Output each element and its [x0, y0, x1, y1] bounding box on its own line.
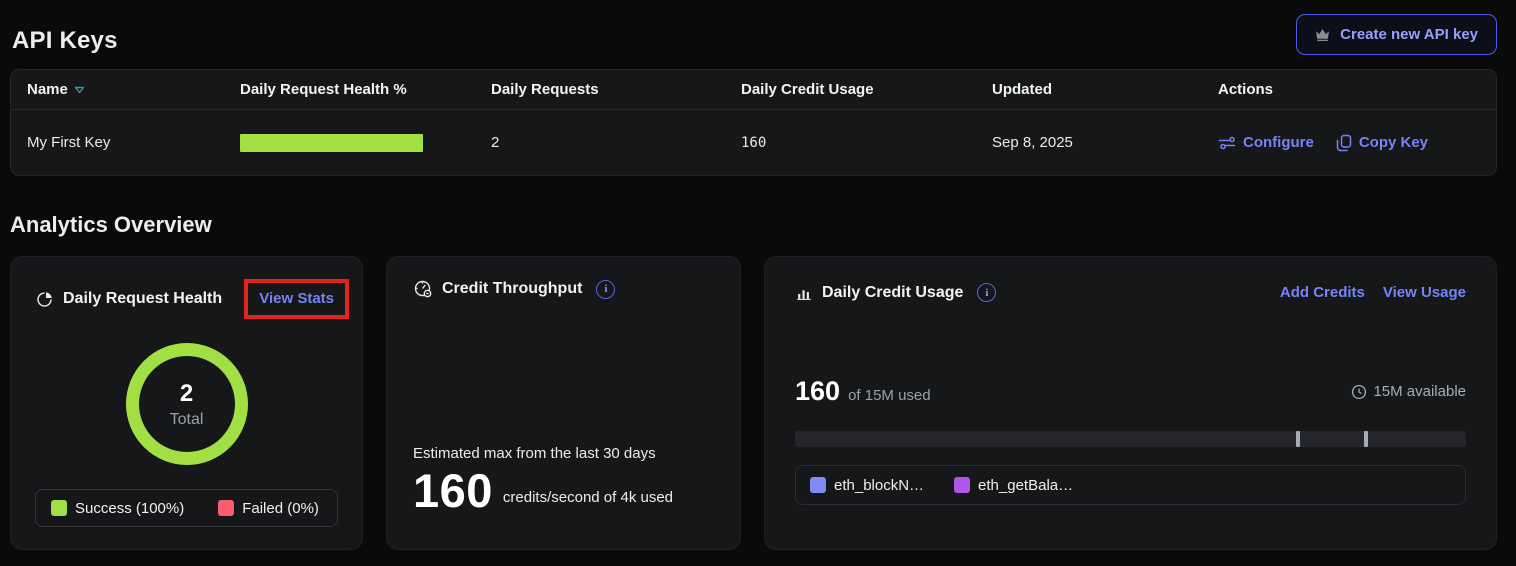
card-title-daily-request-health: Daily Request Health — [63, 290, 223, 307]
failed-swatch — [218, 500, 235, 516]
credits-used-caption: of 15M used — [848, 387, 931, 404]
chevron-down-icon — [74, 86, 85, 94]
pie-chart-icon — [35, 290, 54, 309]
page-title: API Keys — [12, 27, 118, 54]
donut-total-value: 2 — [179, 379, 194, 407]
table-row: My First Key 2 160 Sep 8, 2025 Configure… — [11, 110, 1496, 175]
legend-item-failed: Failed (0%) — [218, 500, 319, 517]
clock-icon — [1351, 384, 1367, 400]
sliders-icon — [1218, 135, 1236, 151]
crown-icon — [1315, 28, 1330, 41]
failed-label: Failed (0%) — [242, 499, 319, 517]
daily-credit-usage-card: Daily Credit Usage i Add Credits View Us… — [764, 256, 1497, 550]
column-header-daily-credit-usage: Daily Credit Usage — [741, 81, 874, 98]
request-health-donut-chart: 2 Total — [125, 343, 248, 465]
donut-total-label: Total — [169, 410, 204, 428]
request-health-legend: Success (100%) Failed (0%) — [35, 489, 338, 527]
success-swatch — [51, 500, 67, 516]
bar-chart-icon — [795, 284, 813, 302]
throughput-caption: credits/second of 4k used — [502, 489, 674, 506]
legend-item-success: Success (100%) — [51, 500, 184, 517]
key-name: My First Key — [27, 134, 111, 151]
info-icon[interactable]: i — [977, 283, 997, 302]
create-api-key-label: Create new API key — [1340, 26, 1478, 43]
create-api-key-button[interactable]: Create new API key — [1296, 14, 1497, 55]
add-credits-link[interactable]: Add Credits — [1279, 284, 1365, 301]
request-health-donut-wrap: 2 Total — [35, 319, 338, 489]
eth-getbalance-label: eth_getBala… — [978, 476, 1074, 494]
eth-blocknumber-swatch — [810, 477, 826, 493]
gauge-icon — [413, 279, 433, 299]
updated-value: Sep 8, 2025 — [992, 134, 1073, 151]
copy-icon — [1336, 134, 1352, 152]
health-bar — [240, 133, 423, 152]
legend-item-eth-blocknumber: eth_blockN… — [810, 477, 924, 494]
card-title-credit-throughput: Credit Throughput — [442, 280, 583, 297]
eth-getbalance-swatch — [954, 477, 971, 493]
table-header-row: Name Daily Request Health % Daily Reques… — [11, 70, 1496, 110]
credits-available-label: 15M available — [1373, 383, 1466, 400]
credits-used-value: 160 — [795, 376, 841, 406]
throughput-subtitle: Estimated max from the last 30 days — [413, 444, 656, 462]
credit-usage-legend: eth_blockN… eth_getBala… — [795, 465, 1466, 505]
annotation-highlight-box: View Stats — [244, 279, 349, 319]
throughput-value: 160 — [413, 463, 493, 517]
view-stats-link[interactable]: View Stats — [259, 290, 334, 307]
copy-key-link[interactable]: Copy Key — [1336, 134, 1428, 152]
analytics-cards: Daily Request Health View Stats 2 Total … — [10, 256, 1497, 550]
success-label: Success (100%) — [75, 499, 185, 517]
top-bar: API Keys Create new API key — [0, 0, 1516, 69]
column-header-updated: Updated — [992, 81, 1052, 98]
configure-link[interactable]: Configure — [1218, 134, 1314, 151]
credit-throughput-card: Credit Throughput i Estimated max from t… — [386, 256, 741, 550]
daily-request-health-card: Daily Request Health View Stats 2 Total … — [10, 256, 363, 550]
column-header-actions: Actions — [1218, 81, 1274, 98]
column-header-name[interactable]: Name — [27, 81, 240, 98]
api-keys-table: Name Daily Request Health % Daily Reques… — [10, 69, 1497, 176]
progress-marker-2 — [1364, 431, 1368, 447]
view-usage-link[interactable]: View Usage — [1382, 284, 1466, 301]
info-icon[interactable]: i — [596, 279, 616, 299]
column-header-daily-requests: Daily Requests — [491, 81, 599, 98]
daily-requests-value: 2 — [491, 134, 500, 151]
credit-usage-progress-bar — [795, 431, 1466, 447]
progress-marker-1 — [1295, 431, 1300, 447]
daily-credit-usage-value: 160 — [741, 134, 767, 151]
section-title: Analytics Overview — [10, 212, 212, 237]
actions-cell: Configure Copy Key — [1218, 134, 1480, 152]
column-header-health: Daily Request Health % — [240, 81, 407, 98]
column-header-name-label: Name — [27, 81, 68, 98]
card-title-daily-credit-usage: Daily Credit Usage — [822, 283, 964, 301]
health-cell — [240, 133, 491, 152]
eth-blocknumber-label: eth_blockN… — [834, 476, 925, 494]
configure-label: Configure — [1243, 134, 1314, 151]
copy-key-label: Copy Key — [1358, 134, 1429, 151]
legend-item-eth-getbalance: eth_getBala… — [954, 477, 1073, 494]
